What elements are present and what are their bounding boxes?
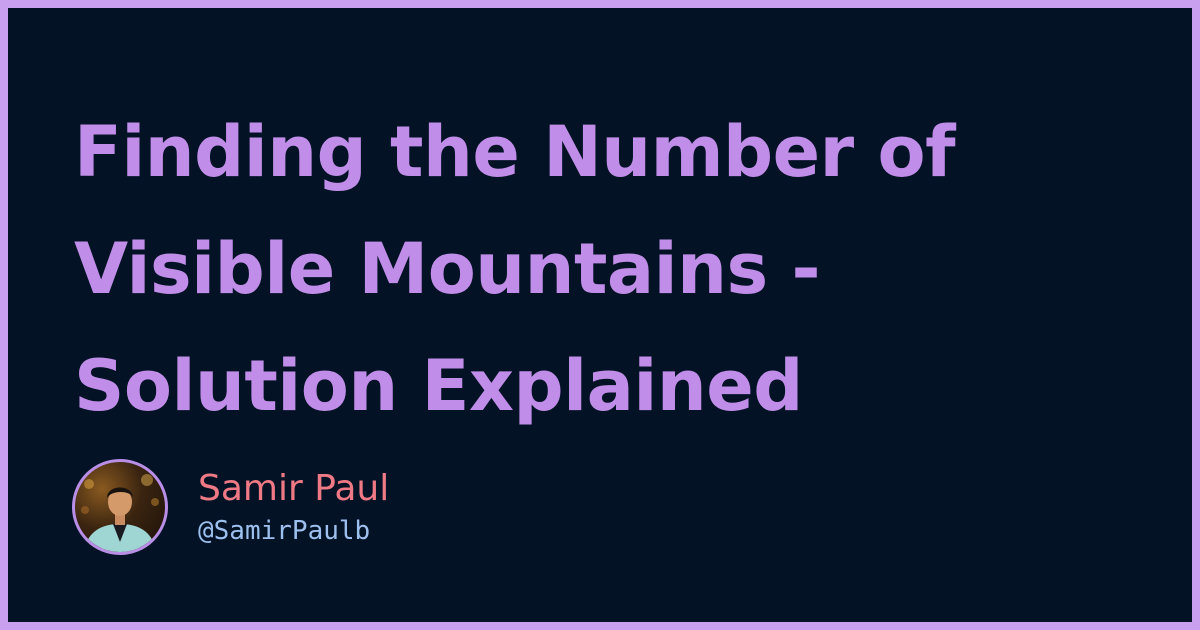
post-card: Finding the Number of Visible Mountains … (8, 8, 1192, 622)
avatar (72, 459, 168, 555)
author-text: Samir Paul @SamirPaulb (198, 467, 389, 547)
author-name: Samir Paul (198, 468, 390, 509)
author-block: Samir Paul @SamirPaulb (72, 459, 389, 555)
author-handle: @SamirPaulb (198, 516, 371, 546)
post-title-line-2: Visible Mountains - (74, 228, 821, 310)
post-title-line-3: Solution Explained (74, 345, 803, 427)
post-title-line-1: Finding the Number of (74, 111, 956, 193)
person-photo-icon (81, 474, 159, 552)
post-title: Finding the Number of Visible Mountains … (74, 94, 1134, 445)
